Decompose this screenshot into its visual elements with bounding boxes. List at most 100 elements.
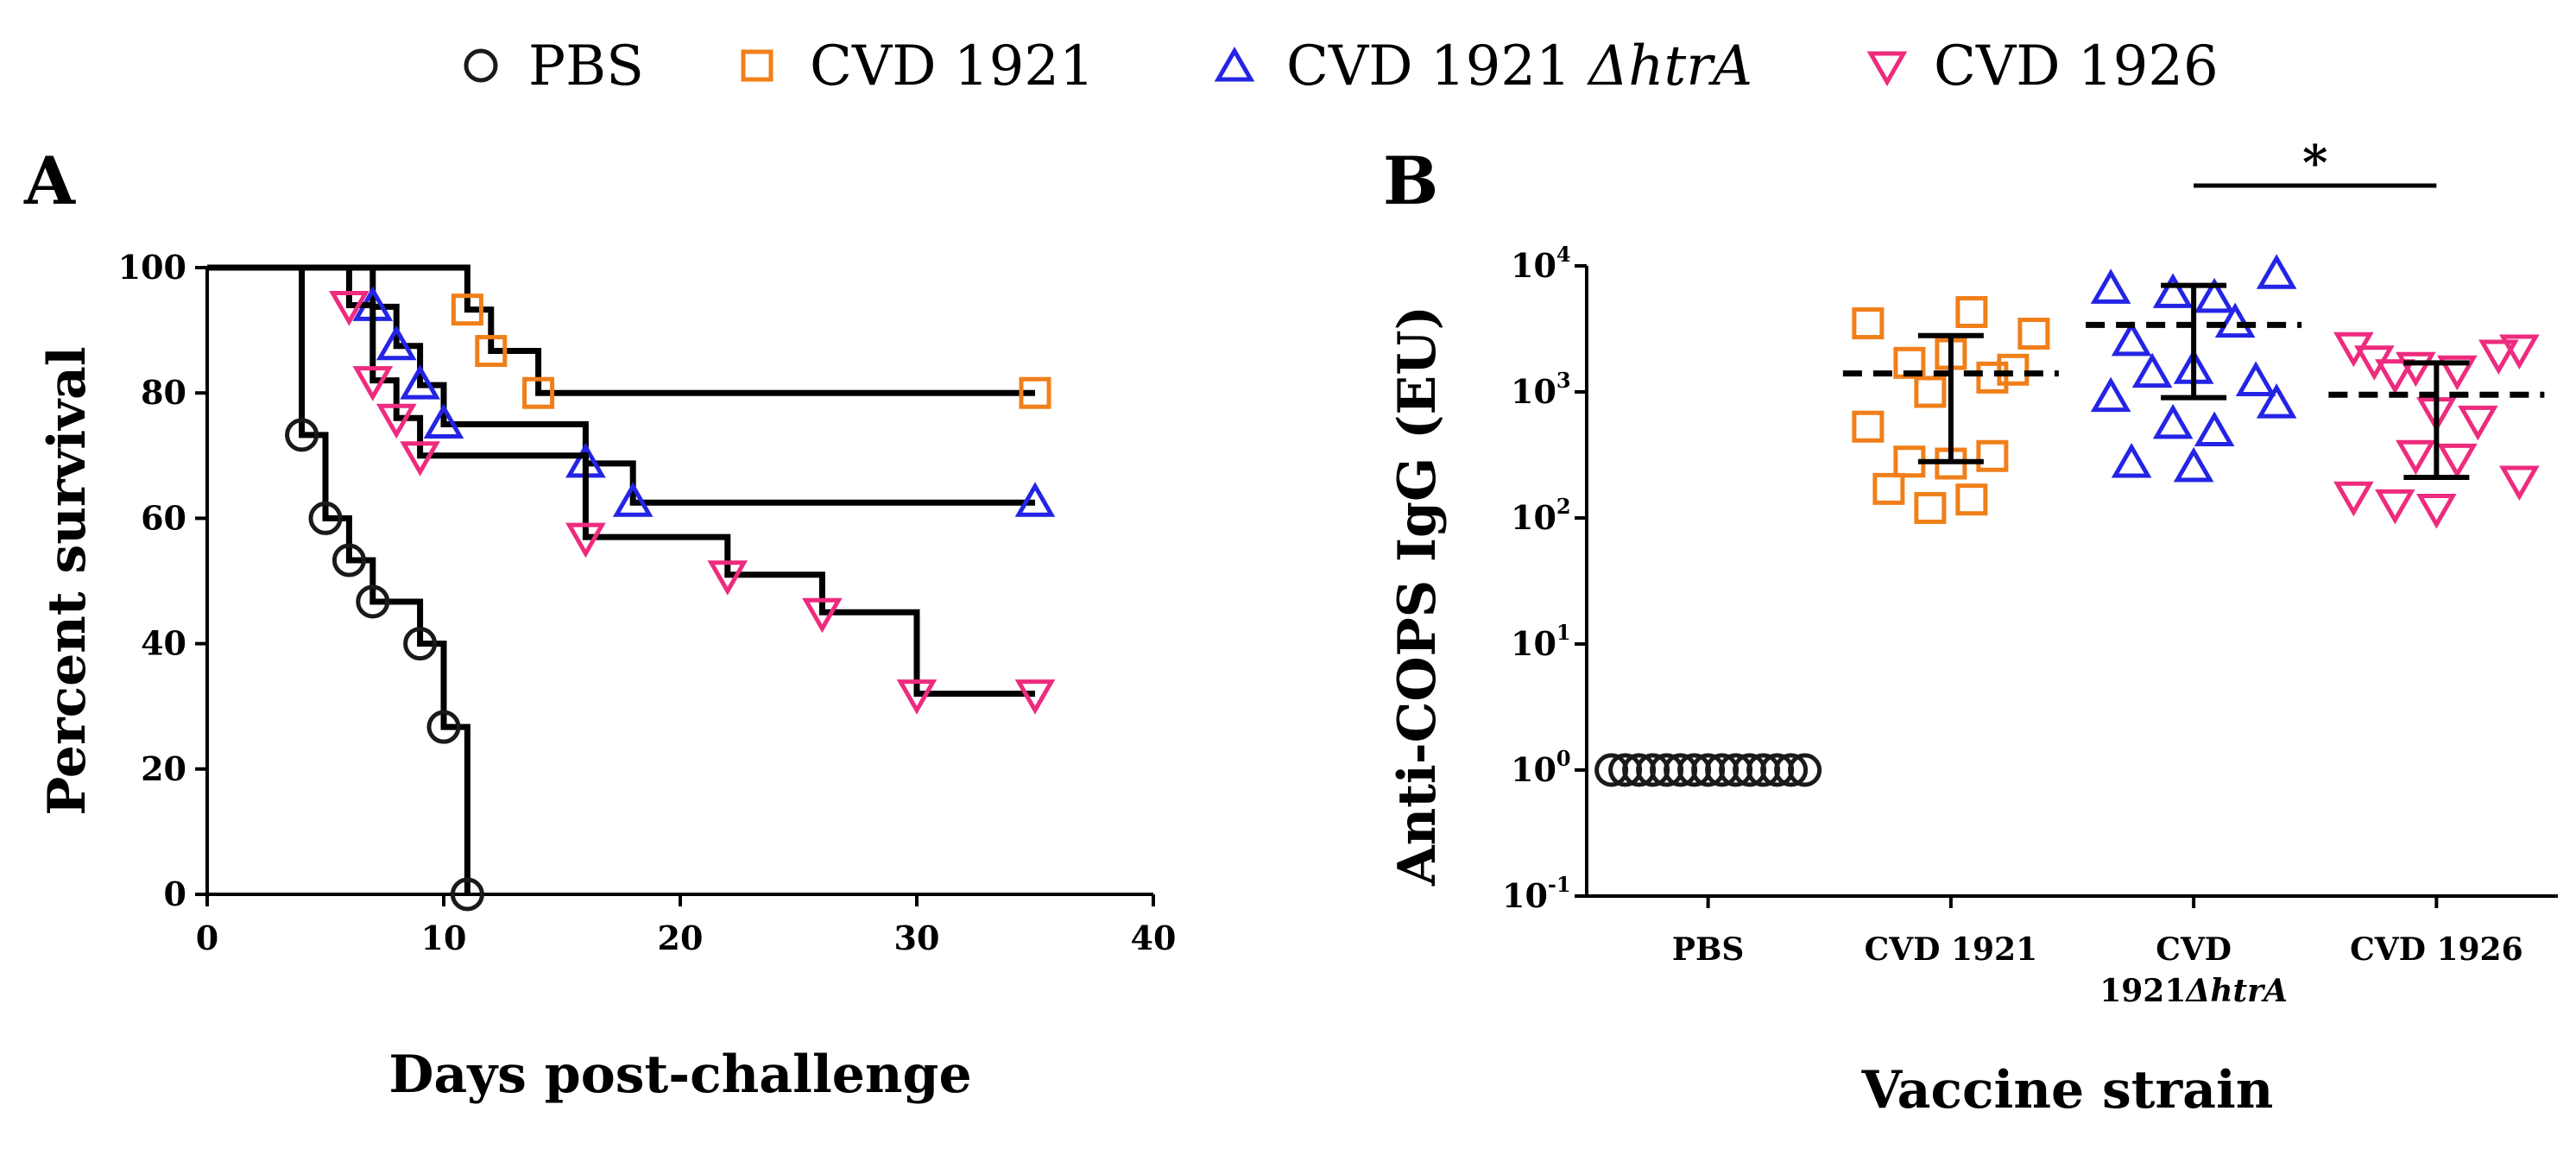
dot-marker-cvd-1921 (1997, 353, 2030, 386)
panel-a-y-tick-label: 20 (141, 749, 186, 788)
significance-bracket: * (2194, 135, 2437, 192)
panel-a-x-ticks: 0 10 20 30 40 (196, 894, 1177, 957)
dot-marker-cvd-1921 (1976, 439, 2009, 472)
dot-marker-cvd-1921-htra (2235, 361, 2276, 396)
panel-a-x-tick-label: 30 (894, 919, 940, 957)
panel-b-y-tick-label: 103 (1511, 368, 1571, 411)
dot-marker-cvd-1926 (2396, 439, 2436, 476)
panel-b-y-axis-title: Anti-COPS IgG (EU) (1387, 306, 1448, 887)
panel-b-axes: 10-1 100 101 102 103 104 PBS CVD 1921 CVD 1921Δh… (1502, 242, 2558, 1009)
panel-a-y-tick-label: 0 (164, 874, 186, 913)
panel-a-y-tick-label: 80 (141, 373, 186, 412)
category-label-line2: 1921ΔhtrA (2099, 973, 2288, 1009)
dot-series-cvd-1921-htra (2086, 254, 2302, 483)
panel-b-y-ticks: 10-1 100 101 102 103 104 (1502, 242, 1587, 915)
category-label-cvd-1921: CVD 1921 (1865, 931, 2038, 968)
dot-marker-cvd-1921-htra (2152, 273, 2194, 308)
category-label-pbs: PBS (1672, 931, 1745, 968)
panel-a-x-tick-label: 40 (1131, 919, 1177, 957)
survival-marker-cvd-1926 (352, 366, 394, 401)
dot-marker-pbs (1774, 753, 1809, 787)
dot-marker-cvd-1921 (1852, 410, 1885, 443)
survival-marker-cvd-1926 (802, 597, 843, 634)
legend-marker-cvd-1921-shape (741, 49, 773, 82)
survival-marker-pbs (450, 877, 484, 912)
dot-marker-cvd-1926 (2437, 355, 2478, 391)
dot-marker-cvd-1926 (2375, 489, 2415, 525)
dot-marker-cvd-1921 (1852, 307, 1885, 340)
panel-a-x-axis-title: Days post-challenge (388, 1045, 971, 1105)
dot-marker-cvd-1921-htra (2152, 403, 2194, 439)
dot-series-pbs (1594, 753, 1822, 787)
category-label-cvd: CVD (2156, 931, 2232, 968)
dot-marker-cvd-1921-htra (2256, 254, 2297, 289)
dot-marker-cvd-1926 (2458, 405, 2498, 441)
dot-marker-cvd-1921 (1976, 361, 2009, 394)
dot-marker-cvd-1921-htra (2090, 376, 2131, 413)
panel-b-y-tick-label: 102 (1511, 494, 1571, 537)
survival-curve-cvd-1921-htra (207, 264, 1035, 506)
panel-b-x-ticks: PBS CVD 1921 CVD 1921ΔhtrA CVD 1926 (1672, 896, 2523, 1009)
dot-marker-cvd-1921-htra (2214, 302, 2256, 338)
panel-a-x-tick-label: 0 (196, 919, 218, 957)
panel-a: A 0 20 40 60 80 100 0 10 20 30 40 Percent surviva… (23, 142, 1176, 1105)
panel-b-x-axis-title: Vaccine strain (1861, 1060, 2274, 1121)
legend-label-pbs: PBS (528, 35, 644, 98)
legend-entry-cvd1926: CVD 1926 (1866, 35, 2219, 98)
survival-marker-cvd-1921 (1019, 376, 1051, 409)
panel-b-y-tick-label: 104 (1511, 242, 1571, 285)
survival-marker-pbs (356, 584, 390, 619)
survival-marker-cvd-1921-htra (1014, 482, 1056, 517)
survival-marker-cvd-1926 (896, 679, 938, 715)
survival-marker-cvd-1921-htra (612, 482, 653, 517)
dot-marker-cvd-1921 (1914, 491, 1947, 524)
legend-entry-cvd1921: CVD 1921 (741, 35, 1095, 98)
legend-marker-cvd1921-htra (1214, 46, 1255, 82)
panel-b-y-tick-label: 101 (1511, 620, 1571, 663)
dot-marker-cvd-1921-htra (2256, 383, 2297, 419)
dot-marker-cvd-1926 (2437, 443, 2478, 479)
dot-marker-cvd-1921-htra (2111, 443, 2152, 478)
panel-a-y-tick-label: 40 (141, 624, 186, 663)
survival-series-cvd-1921 (207, 264, 1051, 409)
dot-marker-cvd-1926 (2499, 465, 2540, 502)
dot-marker-cvd-1926 (2333, 481, 2374, 517)
dot-marker-cvd-1921 (1872, 472, 1905, 505)
panel-b-series (1594, 254, 2545, 787)
survival-marker-cvd-1926 (1014, 679, 1056, 715)
dot-marker-cvd-1926 (2375, 359, 2415, 395)
panel-a-y-axis-title: Percent survival (37, 346, 98, 815)
legend-marker-cvd-1921-htra-shape (1214, 46, 1255, 82)
dot-series-cvd-1921 (1842, 296, 2059, 524)
survival-marker-cvd-1921-htra (376, 325, 417, 361)
panel-b: B 10-1 100 101 102 103 104 PBS CVD 1921 CVD 1921… (1383, 135, 2558, 1121)
legend-label-cvd1921-htra-main: CVD 1921 (1286, 35, 1588, 98)
legend-marker-pbs-shape (464, 48, 498, 83)
survival-series-pbs (207, 264, 484, 912)
survival-marker-pbs (285, 418, 319, 452)
dot-marker-cvd-1921 (1955, 296, 1988, 329)
survival-marker-cvd-1921 (522, 376, 555, 409)
dot-marker-pbs (1788, 753, 1822, 787)
legend: PBS CVD 1921 CVD 1921 ΔhtrA CVD 1926 (464, 35, 2219, 98)
dot-marker-cvd-1921-htra (2194, 411, 2235, 447)
dot-marker-cvd-1926 (2416, 493, 2457, 529)
panel-b-letter: B (1383, 142, 1438, 219)
legend-marker-pbs (464, 48, 498, 83)
survival-marker-pbs (331, 543, 366, 578)
survival-marker-cvd-1926 (376, 403, 417, 439)
dot-marker-cvd-1921 (1893, 346, 1926, 379)
panel-a-y-ticks: 0 20 40 60 80 100 (118, 248, 207, 913)
legend-entry-cvd1921-htra: CVD 1921 ΔhtrA (1214, 35, 1752, 98)
dot-marker-cvd-1921-htra (2131, 352, 2173, 388)
legend-marker-cvd-1926-shape (1866, 51, 1908, 87)
survival-marker-pbs (403, 627, 438, 661)
legend-label-cvd1921-htra-delta: Δ (1586, 35, 1628, 98)
panel-a-y-tick-label: 100 (118, 248, 186, 287)
legend-label-cvd1921-htra-gene: htrA (1628, 35, 1752, 98)
legend-label-cvd1926: CVD 1926 (1934, 35, 2219, 98)
survival-marker-cvd-1926 (329, 291, 369, 326)
dot-marker-cvd-1921-htra (2173, 446, 2214, 483)
survival-curve-pbs (207, 264, 470, 894)
